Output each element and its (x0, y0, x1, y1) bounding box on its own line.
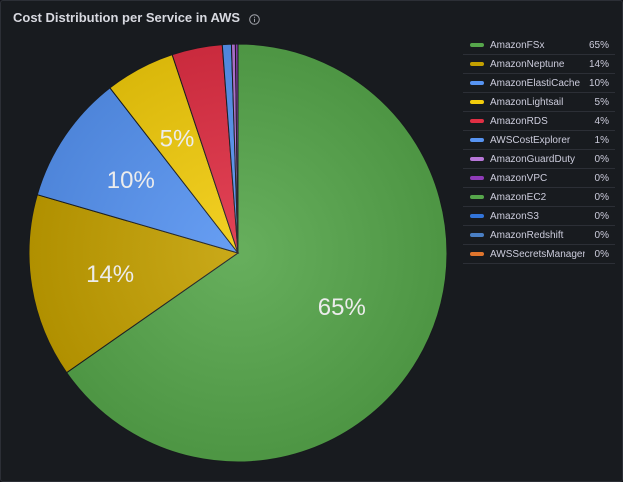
legend-label: AmazonLightsail (490, 96, 564, 108)
legend-value: 5% (594, 96, 609, 108)
legend-item-amazonguardduty[interactable]: AmazonGuardDuty 0% (463, 150, 615, 169)
legend-item-amazonvpc[interactable]: AmazonVPC 0% (463, 169, 615, 188)
legend-swatch (470, 214, 484, 218)
legend-swatch (470, 43, 484, 47)
legend-label: AmazonEC2 (490, 191, 547, 203)
pie-chart: 65% 14% 10%5% (28, 43, 448, 463)
legend-item-amazonlightsail[interactable]: AmazonLightsail 5% (463, 93, 615, 112)
legend-swatch (470, 233, 484, 237)
legend-swatch (470, 195, 484, 199)
legend-swatch (470, 100, 484, 104)
legend-label: AmazonElastiCache (490, 77, 581, 89)
legend-value: 0% (594, 210, 609, 222)
legend-label: AWSCostExplorer (490, 134, 571, 146)
legend-item-amazonredshift[interactable]: AmazonRedshift 0% (463, 226, 615, 245)
legend-label: AmazonRedshift (490, 229, 564, 241)
legend-item-amazonneptune[interactable]: AmazonNeptune 14% (463, 55, 615, 74)
legend-label: AmazonVPC (490, 172, 548, 184)
legend-swatch (470, 138, 484, 142)
legend-value: 0% (594, 191, 609, 203)
legend-swatch (470, 157, 484, 161)
legend-swatch (470, 81, 484, 85)
slice-label-amazonelasticache: 10% (107, 167, 155, 194)
legend-label: AmazonNeptune (490, 58, 565, 70)
legend-item-amazonec2[interactable]: AmazonEC2 0% (463, 188, 615, 207)
info-circle-icon[interactable] (249, 12, 260, 25)
legend-value: 1% (594, 134, 609, 146)
legend-swatch (470, 252, 484, 256)
legend-item-amazonelasticache[interactable]: AmazonElastiCache 10% (463, 74, 615, 93)
legend-swatch (470, 62, 484, 66)
legend-value: 0% (594, 172, 609, 184)
slice-label-amazonlightsail: 5% (160, 126, 195, 153)
legend-value: 0% (594, 248, 609, 260)
legend-label: AmazonS3 (490, 210, 539, 222)
slice-label-amazonneptune: 14% (86, 261, 134, 288)
legend-item-amazonrds[interactable]: AmazonRDS 4% (463, 112, 615, 131)
legend-swatch (470, 176, 484, 180)
legend-label: AmazonFSx (490, 39, 545, 51)
legend-value: 14% (588, 58, 609, 70)
chart-legend: AmazonFSx 65% AmazonNeptune 14% AmazonElasti… (463, 36, 615, 264)
panel-header: Cost Distribution per Service in AWS (13, 7, 260, 27)
slice-label-amazonfsx: 65% (318, 294, 366, 321)
legend-label: AWSSecretsManager (490, 248, 585, 260)
legend-value: 0% (594, 229, 609, 241)
legend-value: 4% (594, 115, 609, 127)
legend-value: 10% (588, 77, 609, 89)
legend-item-amazons3[interactable]: AmazonS3 0% (463, 207, 615, 226)
legend-value: 0% (594, 153, 609, 165)
legend-item-awssecretsmanager[interactable]: AWSSecretsManager 0% (463, 245, 615, 264)
legend-label: AmazonRDS (490, 115, 548, 127)
panel-title: Cost Distribution per Service in AWS (13, 9, 241, 25)
legend-label: AmazonGuardDuty (490, 153, 576, 165)
legend-swatch (470, 119, 484, 123)
legend-item-awscostexplorer[interactable]: AWSCostExplorer 1% (463, 131, 615, 150)
legend-item-amazonfsx[interactable]: AmazonFSx 65% (463, 36, 615, 55)
legend-value: 65% (588, 39, 609, 51)
